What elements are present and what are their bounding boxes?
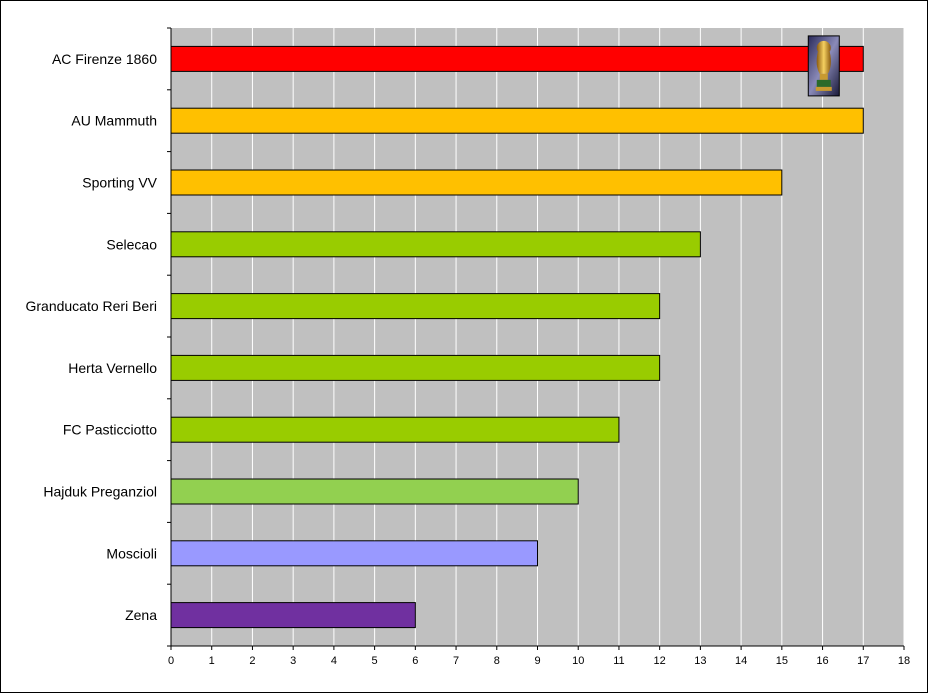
x-tick-label: 9 [534, 655, 540, 667]
bar-3 [170, 231, 701, 258]
category-label: Zena [125, 607, 157, 623]
category-label: FC Pasticciotto [63, 422, 157, 438]
category-label: Hajduk Preganziol [43, 484, 157, 500]
x-tick-label: 12 [654, 655, 666, 667]
category-label: Sporting VV [82, 175, 157, 191]
bar-9 [170, 602, 416, 629]
category-label: AU Mammuth [71, 113, 157, 129]
x-tick-label: 17 [857, 655, 869, 667]
category-label: Selecao [106, 236, 157, 252]
x-tick-label: 15 [776, 655, 788, 667]
bar-6 [170, 416, 620, 443]
bars [170, 45, 864, 629]
bar-1 [170, 107, 864, 134]
bar-0 [170, 45, 864, 72]
bar-5 [170, 354, 661, 381]
category-label: Moscioli [106, 545, 157, 561]
x-tick-label: 18 [898, 655, 910, 667]
x-tick-label: 3 [290, 655, 296, 667]
x-tick-label: 8 [494, 655, 500, 667]
x-tick-label: 4 [331, 655, 337, 667]
category-label: Granducato Reri Beri [25, 298, 157, 314]
x-tick-label: 1 [209, 655, 215, 667]
annotations [807, 35, 840, 97]
x-tick-label: 10 [572, 655, 584, 667]
tick-labels: 0 1 2 3 4 5 6 7 8 9 10 11 12 13 14 15 16 17 18 [168, 655, 910, 667]
bar-2 [170, 169, 783, 196]
bar-4 [170, 293, 661, 320]
category-label: Herta Vernello [68, 360, 157, 376]
x-tick-label: 7 [453, 655, 459, 667]
x-tick-label: 5 [372, 655, 378, 667]
trophy-icon [807, 35, 840, 97]
x-tick-label: 14 [735, 655, 747, 667]
x-tick-label: 2 [249, 655, 255, 667]
axes [167, 27, 905, 650]
x-tick-label: 0 [168, 655, 174, 667]
x-tick-label: 13 [694, 655, 706, 667]
bar-7 [170, 478, 579, 505]
bar-8 [170, 540, 538, 567]
x-tick-label: 11 [613, 655, 624, 667]
x-tick-label: 16 [816, 655, 828, 667]
x-tick-label: 6 [412, 655, 418, 667]
category-label: AC Firenze 1860 [52, 51, 157, 67]
category-labels: AC Firenze 1860 AU Mammuth Sporting VV Sele… [25, 51, 157, 623]
